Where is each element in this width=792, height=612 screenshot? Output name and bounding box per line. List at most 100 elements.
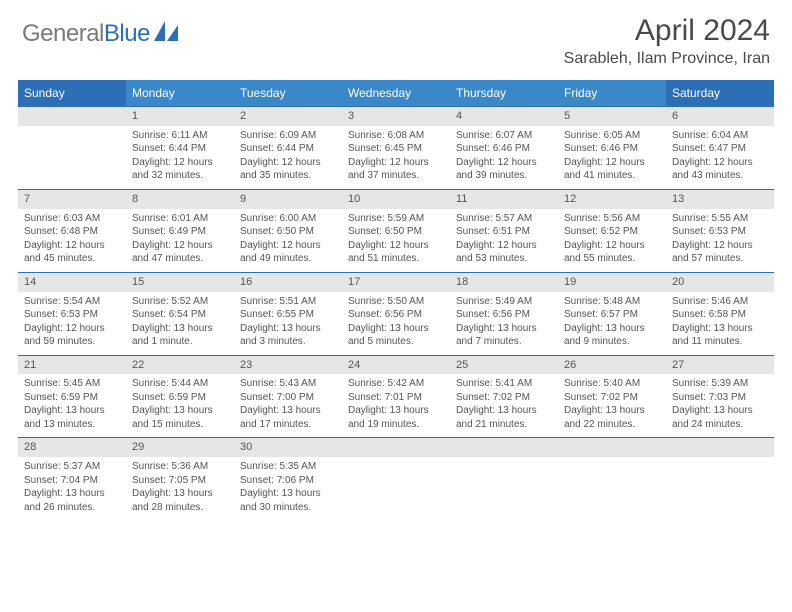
daylight-text: Daylight: 13 hours: [24, 404, 120, 418]
day-header: Sunday: [18, 80, 126, 107]
day-number-cell: 9: [234, 189, 342, 208]
daylight-text: Daylight: 12 hours: [240, 239, 336, 253]
sunset-text: Sunset: 6:55 PM: [240, 308, 336, 322]
sunrise-text: Sunrise: 5:36 AM: [132, 460, 228, 474]
day-info-cell: [18, 126, 126, 190]
day-info-cell: Sunrise: 5:45 AMSunset: 6:59 PMDaylight:…: [18, 374, 126, 438]
daylight-text: and 15 minutes.: [132, 418, 228, 432]
sunrise-text: Sunrise: 6:09 AM: [240, 129, 336, 143]
sunrise-text: Sunrise: 5:54 AM: [24, 295, 120, 309]
daylight-text: and 19 minutes.: [348, 418, 444, 432]
day-info-cell: Sunrise: 5:59 AMSunset: 6:50 PMDaylight:…: [342, 209, 450, 273]
logo: GeneralBlue: [22, 14, 180, 48]
day-info-cell: Sunrise: 6:08 AMSunset: 6:45 PMDaylight:…: [342, 126, 450, 190]
daylight-text: and 11 minutes.: [672, 335, 768, 349]
day-number-cell: 2: [234, 107, 342, 126]
day-number-cell: 4: [450, 107, 558, 126]
day-info-row: Sunrise: 5:45 AM Sunset: 6:59 PM Daylight:…: [18, 374, 774, 438]
daylight-text: Daylight: 12 hours: [564, 156, 660, 170]
day-header: Friday: [558, 80, 666, 107]
day-number-cell: 14: [18, 272, 126, 291]
daylight-text: Daylight: 13 hours: [456, 322, 552, 336]
sunrise-text: Sunrise: 5:39 AM: [672, 377, 768, 391]
day-number-row: 282930: [18, 438, 774, 457]
sunset-text: Sunset: 6:54 PM: [132, 308, 228, 322]
daylight-text: and 7 minutes.: [456, 335, 552, 349]
sunset-text: Sunset: 7:04 PM: [24, 474, 120, 488]
day-info-cell: Sunrise: 6:11 AMSunset: 6:44 PMDaylight:…: [126, 126, 234, 190]
daylight-text: and 3 minutes.: [240, 335, 336, 349]
day-number-cell: 23: [234, 355, 342, 374]
day-number-cell: 17: [342, 272, 450, 291]
day-number-row: 78910111213: [18, 189, 774, 208]
daylight-text: Daylight: 12 hours: [348, 156, 444, 170]
day-header: Tuesday: [234, 80, 342, 107]
sunset-text: Sunset: 6:49 PM: [132, 225, 228, 239]
sunrise-text: Sunrise: 6:03 AM: [24, 212, 120, 226]
sunrise-text: Sunrise: 5:51 AM: [240, 295, 336, 309]
sunset-text: Sunset: 6:51 PM: [456, 225, 552, 239]
daylight-text: Daylight: 12 hours: [564, 239, 660, 253]
daylight-text: Daylight: 12 hours: [456, 239, 552, 253]
sunrise-text: Sunrise: 6:05 AM: [564, 129, 660, 143]
daylight-text: Daylight: 13 hours: [348, 404, 444, 418]
month-title: April 2024: [564, 14, 770, 48]
sunrise-text: Sunrise: 5:52 AM: [132, 295, 228, 309]
day-info-cell: Sunrise: 5:37 AMSunset: 7:04 PMDaylight:…: [18, 457, 126, 520]
day-info-cell: Sunrise: 5:49 AMSunset: 6:56 PMDaylight:…: [450, 292, 558, 356]
daylight-text: and 47 minutes.: [132, 252, 228, 266]
sunrise-text: Sunrise: 5:45 AM: [24, 377, 120, 391]
daylight-text: Daylight: 13 hours: [132, 322, 228, 336]
daylight-text: Daylight: 13 hours: [348, 322, 444, 336]
day-number-cell: 26: [558, 355, 666, 374]
daylight-text: Daylight: 13 hours: [672, 404, 768, 418]
day-number-cell: [342, 438, 450, 457]
daylight-text: Daylight: 12 hours: [348, 239, 444, 253]
location: Sarableh, Ilam Province, Iran: [564, 50, 770, 68]
daylight-text: and 30 minutes.: [240, 501, 336, 515]
daylight-text: and 1 minute.: [132, 335, 228, 349]
day-number-cell: 29: [126, 438, 234, 457]
sunrise-text: Sunrise: 5:59 AM: [348, 212, 444, 226]
sunrise-text: Sunrise: 5:57 AM: [456, 212, 552, 226]
daylight-text: and 5 minutes.: [348, 335, 444, 349]
daylight-text: Daylight: 13 hours: [132, 487, 228, 501]
sunrise-text: Sunrise: 5:56 AM: [564, 212, 660, 226]
daylight-text: and 17 minutes.: [240, 418, 336, 432]
title-block: April 2024 Sarableh, Ilam Province, Iran: [564, 14, 770, 68]
day-number-cell: 1: [126, 107, 234, 126]
sunrise-text: Sunrise: 5:50 AM: [348, 295, 444, 309]
sunset-text: Sunset: 7:02 PM: [564, 391, 660, 405]
day-info-cell: Sunrise: 5:39 AMSunset: 7:03 PMDaylight:…: [666, 374, 774, 438]
day-number-row: 123456: [18, 107, 774, 126]
sunset-text: Sunset: 7:05 PM: [132, 474, 228, 488]
daylight-text: Daylight: 12 hours: [240, 156, 336, 170]
daylight-text: and 22 minutes.: [564, 418, 660, 432]
daylight-text: Daylight: 13 hours: [240, 404, 336, 418]
day-number-cell: [558, 438, 666, 457]
sunset-text: Sunset: 6:48 PM: [24, 225, 120, 239]
day-info-cell: Sunrise: 5:56 AMSunset: 6:52 PMDaylight:…: [558, 209, 666, 273]
calendar-table: SundayMondayTuesdayWednesdayThursdayFrid…: [18, 80, 774, 520]
sunset-text: Sunset: 6:58 PM: [672, 308, 768, 322]
daylight-text: and 57 minutes.: [672, 252, 768, 266]
day-number-cell: 22: [126, 355, 234, 374]
sunrise-text: Sunrise: 5:40 AM: [564, 377, 660, 391]
day-number-cell: 20: [666, 272, 774, 291]
day-info-cell: Sunrise: 5:44 AMSunset: 6:59 PMDaylight:…: [126, 374, 234, 438]
day-info-row: Sunrise: 5:54 AMSunset: 6:53 PMDaylight:…: [18, 292, 774, 356]
sunset-text: Sunset: 6:46 PM: [564, 142, 660, 156]
day-number-cell: 7: [18, 189, 126, 208]
daylight-text: Daylight: 13 hours: [240, 322, 336, 336]
sunset-text: Sunset: 6:59 PM: [132, 391, 228, 405]
sunrise-text: Sunrise: 5:42 AM: [348, 377, 444, 391]
sunrise-text: Sunrise: 5:44 AM: [132, 377, 228, 391]
day-info-row: Sunrise: 6:11 AMSunset: 6:44 PMDaylight:…: [18, 126, 774, 190]
daylight-text: and 28 minutes.: [132, 501, 228, 515]
daylight-text: Daylight: 12 hours: [24, 322, 120, 336]
daylight-text: Daylight: 13 hours: [564, 322, 660, 336]
daylight-text: and 49 minutes.: [240, 252, 336, 266]
day-info-cell: Sunrise: 5:48 AMSunset: 6:57 PMDaylight:…: [558, 292, 666, 356]
day-info-cell: Sunrise: 5:35 AMSunset: 7:06 PMDaylight:…: [234, 457, 342, 520]
day-number-cell: 13: [666, 189, 774, 208]
